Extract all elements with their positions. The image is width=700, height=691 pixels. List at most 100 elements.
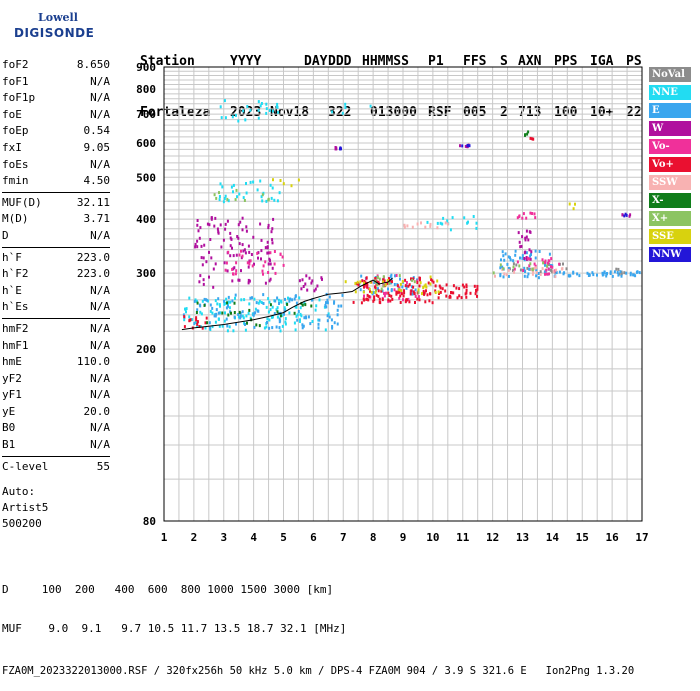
echo-point-vo (423, 291, 426, 295)
echo-point-w (212, 285, 215, 289)
echo-point-w (212, 267, 215, 271)
echo-point-w (253, 262, 255, 266)
echo-point-vo (405, 281, 408, 284)
echo-point-w (232, 254, 235, 258)
param-name: foF1p (2, 91, 36, 105)
echo-point-w (214, 262, 217, 266)
echo-point-e (271, 326, 274, 330)
param-row: foF1p N/A (2, 90, 110, 107)
echo-point-ssw (429, 224, 432, 228)
echo-point-w (209, 238, 212, 241)
echo-point-nne (318, 298, 321, 302)
echo-point-w (459, 144, 461, 148)
echo-point-ssw (411, 225, 414, 229)
echo-point-e (278, 320, 281, 324)
param-value: 8.650 (76, 58, 110, 71)
echo-point-nne (199, 310, 202, 314)
param-row: foF1 N/A (2, 74, 110, 91)
echo-point-vo (391, 280, 393, 284)
echo-point-vo (234, 272, 237, 276)
x-tick-label: 3 (220, 531, 227, 544)
echo-point-nne (247, 311, 250, 315)
echo-point-vo (256, 251, 259, 255)
echo-point-e (213, 314, 216, 318)
echo-point-w (300, 287, 303, 291)
footer-file-info: FZA0M_2023322013000.RSF / 320fx256h 50 k… (2, 665, 635, 677)
echo-point-nne (185, 307, 188, 311)
param-name: B0 (2, 421, 16, 435)
echo-point-e (262, 302, 265, 305)
echo-point-x (375, 289, 377, 292)
echo-point-vo (458, 294, 461, 298)
echo-point-vo (475, 289, 478, 293)
echo-point-vo (238, 253, 241, 257)
echo-point-vo (548, 272, 550, 276)
echo-point-e (305, 316, 308, 320)
echo-point-nne (277, 110, 280, 114)
echo-point-w (264, 281, 267, 285)
echo-point-nne (300, 314, 303, 318)
echo-point-w (529, 230, 532, 234)
echo-point-nne (260, 301, 263, 304)
param-row: h`F 223.0 (2, 250, 110, 267)
y-tick-label: 80 (143, 515, 156, 528)
echo-point-w (194, 245, 197, 249)
echo-point-sse (423, 284, 426, 288)
echo-point-nne (281, 324, 284, 328)
echo-point-e (333, 300, 336, 304)
echo-point-w (259, 222, 262, 226)
echo-point-w (226, 219, 229, 223)
echo-point-sse (421, 292, 423, 296)
echo-point-e (303, 316, 306, 320)
echo-point-w (523, 251, 526, 255)
param-value: N/A (90, 157, 110, 171)
echo-point-vo (395, 290, 398, 294)
param-name: foF1 (2, 74, 29, 88)
echo-point-vo (438, 284, 441, 288)
echo-point-e (215, 308, 218, 312)
echo-point-e (196, 308, 199, 312)
param-row: yF2 N/A (2, 371, 110, 388)
echo-point-w (248, 250, 251, 254)
echo-point-e (318, 318, 321, 322)
echo-point-vo (396, 291, 399, 295)
param-value: 223.0 (76, 267, 110, 281)
echo-point-e (405, 286, 408, 290)
echo-point-vo (249, 259, 252, 263)
echo-point-vo (456, 296, 459, 300)
echo-point-nne (270, 196, 273, 200)
echo-point-nne (223, 319, 226, 323)
echo-point-vo (262, 272, 264, 276)
echo-point-w (210, 256, 213, 260)
param-name: yE (2, 404, 16, 418)
echo-point-e (326, 314, 329, 318)
echo-point-nne (261, 199, 264, 203)
param-name: C-level (2, 459, 49, 473)
echo-point-nne (287, 296, 289, 300)
echo-point-x (255, 323, 258, 327)
echo-point-w (202, 282, 205, 286)
echo-point-e (629, 273, 632, 277)
echo-point-w (240, 269, 242, 273)
echo-point-vo (183, 325, 186, 329)
echo-point-e (523, 266, 526, 270)
echo-point-x (301, 303, 304, 307)
echo-point-e (603, 270, 606, 274)
echo-point-w (233, 266, 236, 270)
echo-point-vo (365, 276, 368, 280)
echo-point-sse (574, 202, 576, 206)
echo-point-ssw (533, 267, 535, 271)
echo-point-x (227, 313, 230, 317)
echo-point-nne (237, 119, 240, 123)
echo-point-e (276, 296, 279, 300)
echo-point-e (514, 249, 517, 253)
x-tick-label: 2 (191, 531, 198, 544)
echo-point-vo (476, 287, 479, 291)
echo-point-nne (184, 307, 186, 311)
echo-point-vo (377, 289, 380, 293)
echo-point-e (274, 299, 277, 303)
echo-point-sse (354, 290, 357, 294)
echo-point-ssw (446, 222, 449, 226)
echo-point-e (283, 312, 285, 316)
echo-point-w (530, 250, 533, 254)
